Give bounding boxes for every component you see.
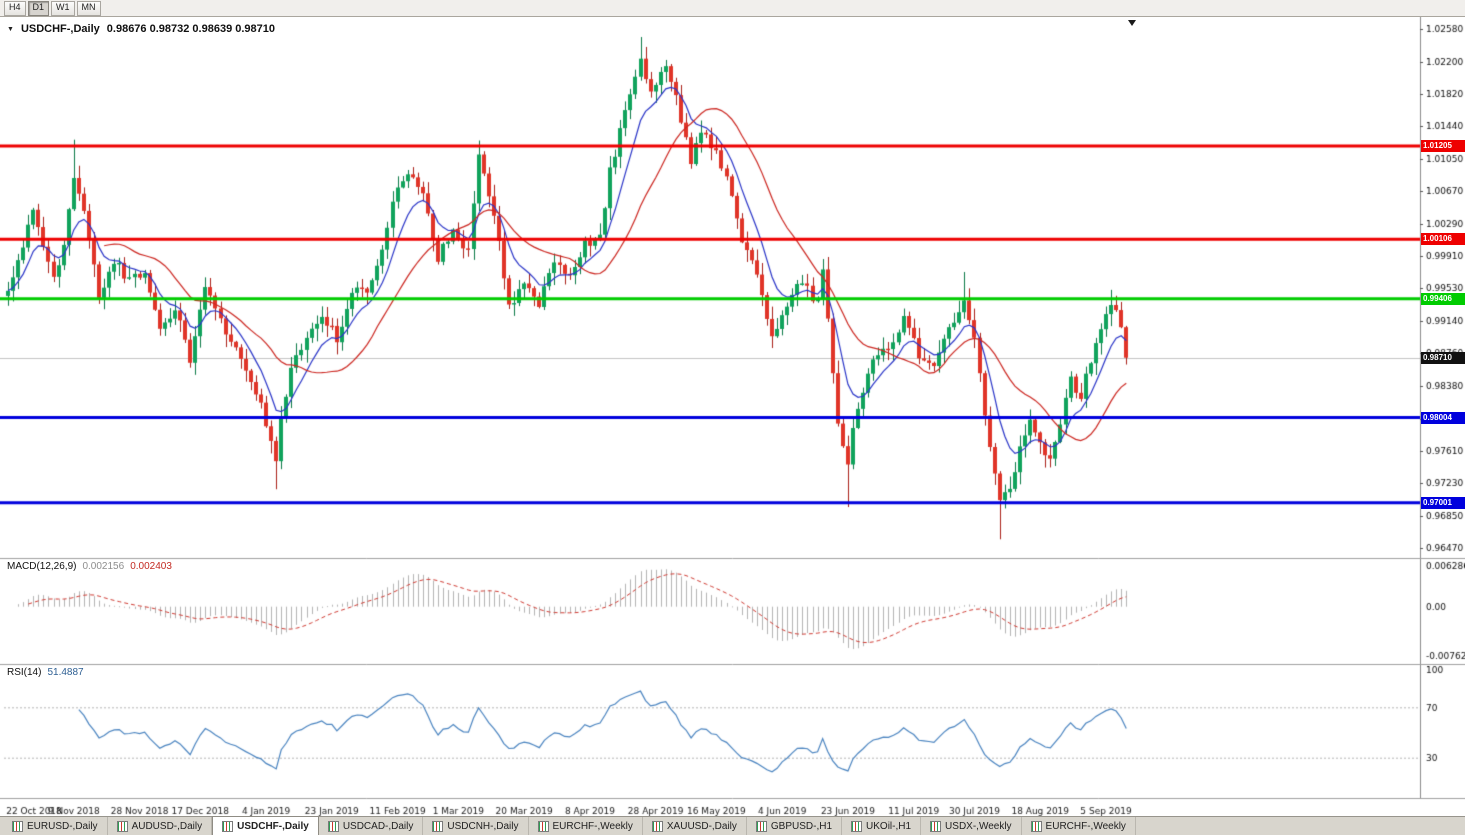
chart-tab-icon [12,820,23,832]
rsi-indicator-label: RSI(14) 51.4887 [7,667,84,678]
chart-tab-label: XAUUSD-,Daily [666,820,737,832]
chart-tab-icon [116,820,128,832]
chart-tab-icon [432,820,444,832]
chart-tab-audusd[interactable]: AUDUSD-,Daily [108,817,213,835]
chart-tab-usdcad[interactable]: USDCAD-,Daily [319,817,424,835]
price-chart-canvas[interactable] [0,16,1465,817]
chart-tab-icon [851,820,863,832]
timeframe-w1-button[interactable]: W1 [51,0,75,16]
chart-tab-icon [930,820,942,832]
symbol-label: USDCHF-,Daily [20,23,100,35]
current-price-tag: 0.98710 [1421,351,1465,364]
chart-tab-eurchf-weekly-2[interactable]: EURCHF-,Weekly [1022,817,1136,835]
resistance-level-tag: 1.00106 [1421,233,1465,246]
chart-tab-icon [755,820,767,832]
macd-main-value: 0.002156 [82,561,125,572]
chart-tab-usdchf[interactable]: USDCHF-,Daily [212,816,319,835]
ohlc-values: 0.98676 0.98732 0.98639 0.98710 [106,23,275,35]
timeframe-mn-button[interactable]: MN [76,0,101,16]
resistance-level-tag: 1.01205 [1421,140,1465,153]
support-level-tag: 0.97001 [1421,496,1465,509]
chart-tab-label: GBPUSD-,H1 [770,820,833,832]
chart-tab-label: USDCNH-,Daily [447,820,519,832]
timeframe-toolbar: H4 D1 W1 MN [0,0,1465,17]
chart-tab-icon [327,820,339,832]
chart-tab-icon [651,820,663,832]
chart-tab-ukoil[interactable]: UKOil-,H1 [842,817,922,835]
chart-tab-usdx[interactable]: USDX-,Weekly [921,817,1022,835]
chart-tab-icon [537,820,549,832]
chart-tab-label: UKOil-,H1 [866,820,912,832]
support-level-tag: 0.98004 [1421,411,1465,424]
chart-tab-xauusd[interactable]: XAUUSD-,Daily [643,817,747,835]
chart-tab-label: EURUSD-,Daily [27,820,98,832]
chart-tab-usdcnh[interactable]: USDCNH-,Daily [423,817,529,835]
chart-tab-label: USDCAD-,Daily [342,820,414,832]
chart-shift-marker-icon [1128,20,1136,26]
chart-tab-gbpusd[interactable]: GBPUSD-,H1 [747,817,843,835]
chart-tab-label: EURCHF-,Weekly [1045,820,1126,832]
macd-indicator-label: MACD(12,26,9) 0.002156 0.002403 [7,561,172,572]
chart-tab-label: AUDUSD-,Daily [131,820,203,832]
support-level-tag: 0.99406 [1421,292,1465,305]
rsi-value: 51.4887 [47,667,84,678]
chart-tab-eurchf-weekly-1[interactable]: EURCHF-,Weekly [529,817,643,835]
chart-tab-label: USDX-,Weekly [945,820,1012,832]
chart-title-bar: ▼ USDCHF-,Daily 0.98676 0.98732 0.98639 … [7,23,275,35]
rsi-name: RSI(14) [7,667,42,678]
chart-tab-label: USDCHF-,Daily [237,820,309,832]
chart-tab-eurusd[interactable]: EURUSD-,Daily [3,817,108,835]
macd-signal-value: 0.002403 [130,561,172,572]
chart-tab-icon [222,820,234,832]
symbol-list-toggle-icon[interactable]: ▼ [7,25,14,33]
timeframe-d1-button[interactable]: D1 [27,0,50,16]
chart-tab-icon [1030,820,1042,832]
timeframe-h4-button[interactable]: H4 [4,0,26,16]
chart-tab-label: EURCHF-,Weekly [552,820,633,832]
chart-tab-bar: EURUSD-,Daily AUDUSD-,Daily USDCHF-,Dail… [0,816,1465,835]
macd-name: MACD(12,26,9) [7,561,77,572]
